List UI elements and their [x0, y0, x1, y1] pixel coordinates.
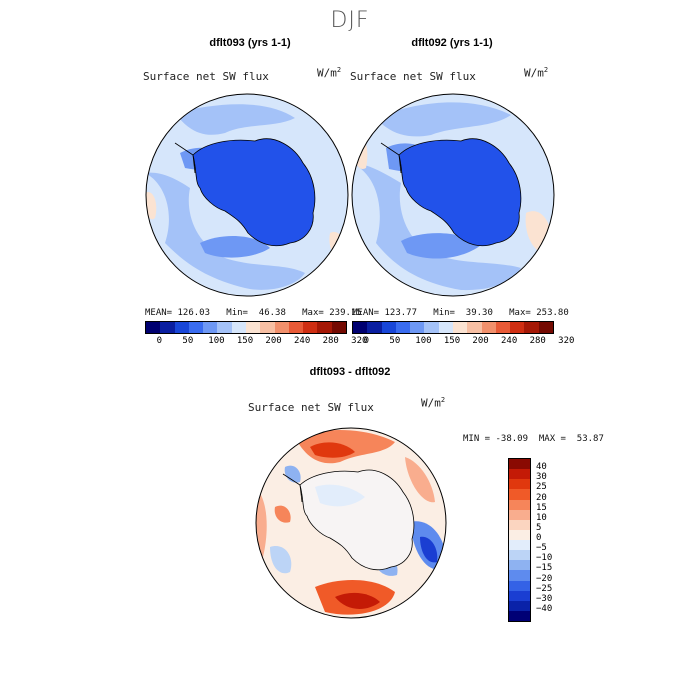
panel3-colorbar-swatch — [509, 489, 530, 500]
panel2-stats: MEAN= 123.77 Min= 39.30 Max= 253.80 — [352, 308, 569, 318]
panel1-map — [145, 93, 349, 297]
panel1-colorbar-swatch — [203, 322, 218, 333]
panel2-colorbar-tick-label: 280 — [529, 336, 546, 346]
panel3-colorbar-tick-label: −10 — [536, 553, 553, 564]
panel1-colorbar-tick-label: 200 — [265, 336, 282, 346]
panel1-colorbar-swatch — [217, 322, 232, 333]
panel3-colorbar-swatch — [509, 570, 530, 581]
panel1-colorbar-swatch — [160, 322, 175, 333]
panel1-colorbar-swatch — [174, 322, 189, 333]
panel1-colorbar-swatch — [274, 322, 289, 333]
panel1-title: dflt093 (yrs 1-1) — [209, 37, 291, 49]
panel2-colorbar-swatch — [481, 322, 496, 333]
panel1-stats: MEAN= 126.03 Min= 46.38 Max= 239.15 — [145, 308, 362, 318]
panel3-colorbar-tick-label: 5 — [536, 522, 542, 533]
panel2-colorbar-tick-label: 50 — [389, 336, 401, 346]
panel2-colorbar-tick-label: 200 — [472, 336, 489, 346]
panel3-colorbar-swatch — [509, 479, 530, 490]
panel2-colorbar — [352, 321, 554, 334]
panel3-colorbar-swatch — [509, 469, 530, 480]
panel3-colorbar-swatch — [509, 540, 530, 551]
panel2-colorbar-swatch — [353, 322, 368, 333]
panel2-colorbar-tick-label: 0 — [363, 336, 369, 346]
panel3-colorbar-swatch — [509, 580, 530, 591]
panel2-colorbar-swatch — [410, 322, 425, 333]
panel2-colorbar-tick-label: 150 — [443, 336, 461, 346]
panel2-colorbar-swatch — [538, 322, 553, 333]
panel3-colorbar-swatch — [509, 529, 530, 540]
panel1-colorbar-swatch — [245, 322, 261, 333]
panel3-colorbar-swatch — [509, 590, 530, 601]
panel3-colorbar-tick-label: 25 — [536, 482, 547, 493]
panel3-colorbar-swatch — [509, 499, 530, 510]
panel1-colorbar-swatch — [303, 322, 318, 333]
panel1-colorbar-tick-label: 50 — [182, 336, 194, 346]
panel2-colorbar-swatch — [395, 322, 411, 333]
panel2-colorbar-tick-label: 240 — [501, 336, 518, 346]
panel3-title: dflt093 - dflt092 — [309, 366, 391, 378]
panel1-colorbar-tick-label: 0 — [156, 336, 162, 346]
panel2-colorbar-tick-label: 320 — [558, 336, 575, 346]
panel3-colorbar-ticks: 40 30 25 20 15 10 5 0 −5 −10 −15 −20 −25 −30 −40 — [536, 458, 576, 620]
panel2-title: dflt092 (yrs 1-1) — [411, 37, 493, 49]
panel3-colorbar-swatch — [509, 459, 530, 470]
panel2-map — [351, 93, 555, 297]
panel3-colorbar-tick-label: 15 — [536, 502, 547, 513]
panel3-colorbar-tick-label: 30 — [536, 472, 547, 483]
panel1-colorbar-tick-label: 150 — [236, 336, 254, 346]
panel1-colorbar — [145, 321, 347, 334]
panel3-colorbar-tick-label: 10 — [536, 512, 547, 523]
panel3-colorbar-tick-label: 20 — [536, 492, 547, 503]
panel1-colorbar-tick-label: 240 — [294, 336, 311, 346]
panel2-colorbar-swatch — [438, 322, 453, 333]
panel3-colorbar-tick-label: 40 — [536, 462, 547, 473]
panel2-colorbar-swatch — [467, 322, 482, 333]
panel2-colorbar-swatch — [452, 322, 468, 333]
panel2-colorbar-tick-label: 100 — [415, 336, 432, 346]
panel1-colorbar-swatch — [288, 322, 304, 333]
panel3-colorbar-tick-label: −15 — [536, 563, 553, 574]
panel2-variable-label: Surface net SW flux — [350, 70, 476, 83]
panel3-map — [255, 427, 447, 619]
panel2-colorbar-swatch — [510, 322, 525, 333]
panel1-colorbar-tick-label: 100 — [208, 336, 225, 346]
panel1-units: W/m2 — [317, 66, 342, 80]
panel2-colorbar-swatch — [367, 322, 382, 333]
season-title: DJF — [330, 8, 370, 33]
panel3-colorbar-swatch — [509, 519, 530, 530]
panel1-colorbar-swatch — [188, 322, 204, 333]
panel1-colorbar-tick-label: 320 — [351, 336, 368, 346]
panel1-colorbar-swatch — [331, 322, 346, 333]
panel3-colorbar-swatch — [509, 560, 530, 571]
panel2-colorbar-swatch — [524, 322, 539, 333]
panel1-colorbar-swatch — [231, 322, 246, 333]
panel3-units: W/m2 — [421, 396, 446, 410]
panel3-colorbar-swatch — [509, 600, 530, 611]
panel3-colorbar-tick-label: 0 — [536, 533, 542, 543]
panel2-units: W/m2 — [524, 66, 549, 80]
panel1-variable-label: Surface net SW flux — [143, 70, 269, 83]
panel1-colorbar-tick-label: 280 — [322, 336, 339, 346]
panel3-colorbar-swatch — [509, 550, 530, 561]
panel1-colorbar-swatch — [317, 322, 332, 333]
panel3-stats: MIN = -38.09 MAX = 53.87 — [463, 434, 604, 444]
panel3-colorbar-tick-label: −5 — [536, 543, 547, 554]
panel2-colorbar-swatch — [381, 322, 396, 333]
panel3-colorbar-tick-label: −20 — [536, 573, 553, 584]
panel3-colorbar-swatch — [509, 610, 530, 621]
panel3-colorbar-swatch — [509, 509, 530, 520]
panel3-colorbar-tick-label: −40 — [536, 603, 553, 614]
panel1-colorbar-ticks: 0 50 100 150 200 240 280 320 — [145, 336, 368, 348]
panel2-colorbar-ticks: 0 50 100 150 200 240 280 320 — [352, 336, 575, 348]
panel3-colorbar-tick-label: −30 — [536, 593, 553, 604]
panel3-colorbar — [508, 458, 531, 622]
panel2-colorbar-swatch — [495, 322, 511, 333]
panel2-colorbar-swatch — [424, 322, 439, 333]
panel3-colorbar-tick-label: −25 — [536, 583, 553, 594]
panel1-colorbar-swatch — [260, 322, 275, 333]
panel1-colorbar-swatch — [146, 322, 161, 333]
panel3-variable-label: Surface net SW flux — [248, 401, 374, 414]
